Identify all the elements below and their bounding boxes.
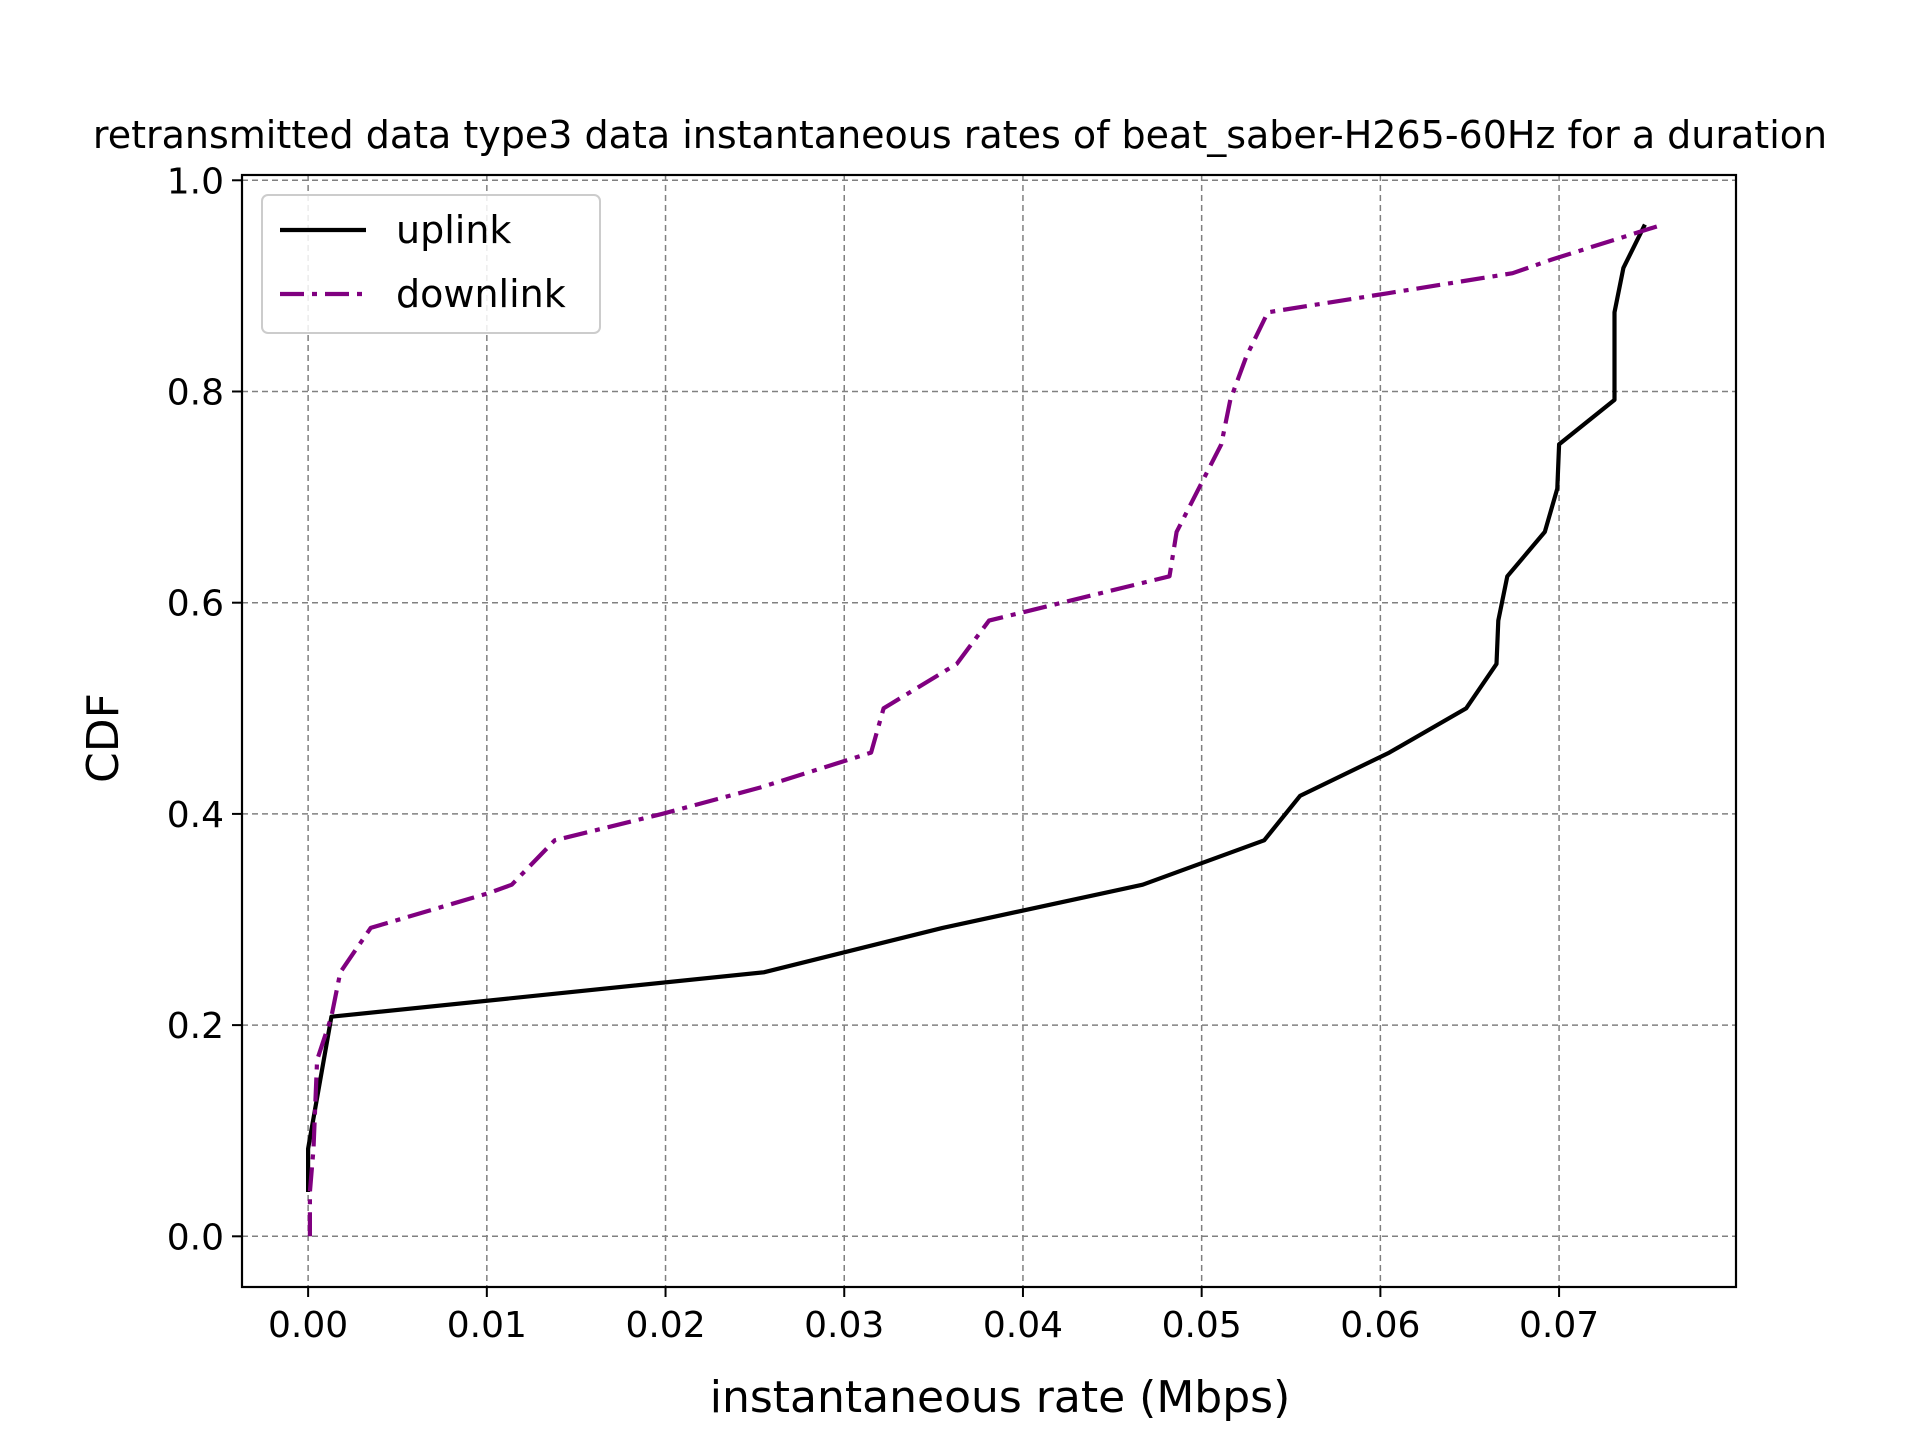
plot-frame [240,173,1738,1289]
y-tick-label: 1.0 [167,161,224,202]
x-tick-label: 0.03 [804,1305,884,1346]
x-tick-label: 0.05 [1162,1305,1242,1346]
legend-label: downlink [396,272,566,316]
x-axis-label: instantaneous rate (Mbps) [710,1372,1290,1423]
legend-label: uplink [396,208,511,252]
x-tick-label: 0.06 [1340,1305,1420,1346]
series-line-downlink [307,222,1664,1237]
y-tick-label: 0.6 [167,584,224,625]
ticks: 0.00 0.01 0.02 0.03 0.04 0.05 0.06 0.07 0.0 0.2 0.… [167,161,1599,1346]
legend: uplink downlink [261,194,601,334]
series-line-uplink [306,223,1647,1192]
y-axis-label: CDF [78,693,129,783]
y-tick-label: 0.4 [167,795,224,836]
x-tick-label: 0.04 [983,1305,1063,1346]
chart-title: retransmitted data type3 data instantane… [93,113,1827,157]
x-tick-label: 0.00 [268,1305,348,1346]
series-layer [306,222,1664,1237]
x-tick-label: 0.02 [625,1305,705,1346]
grid [242,175,1736,1287]
y-tick-label: 0.2 [167,1006,224,1047]
x-tick-label: 0.01 [447,1305,527,1346]
y-tick-label: 0.8 [167,372,224,413]
y-tick-label: 0.0 [167,1217,224,1258]
x-tick-label: 0.07 [1519,1305,1599,1346]
